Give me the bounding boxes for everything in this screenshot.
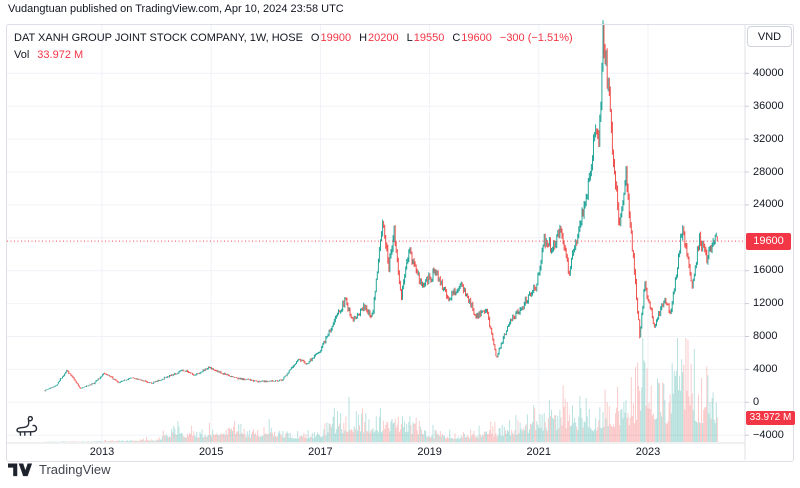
volume-value: 33.972 M — [37, 49, 84, 61]
tradingview-logo-icon — [8, 463, 33, 476]
close-pair: C 19600 — [452, 32, 492, 45]
open-pair: O 19900 — [311, 32, 351, 45]
change-value: −300 (−1.51%) — [499, 32, 573, 44]
currency-button[interactable]: VND — [747, 26, 792, 47]
low-value: 19550 — [413, 32, 445, 44]
price-axis[interactable]: 40000 36000 32000 28000 24000 16000 12000 8000 4… — [753, 0, 798, 488]
low-pair: L 19550 — [407, 32, 445, 45]
symbol-title: DAT XANH GROUP JOINT STOCK COMPANY, 1W, … — [14, 32, 303, 44]
price-tick-label: 12000 — [753, 297, 784, 310]
last-price-badge: 19600 — [746, 232, 791, 250]
high-value: 20200 — [368, 32, 399, 44]
volume-label: Vol — [14, 49, 30, 61]
price-tick-label: 40000 — [753, 66, 784, 79]
price-tick-label: 8000 — [753, 330, 778, 342]
price-tick-label: 28000 — [753, 165, 784, 178]
chart-legend: DAT XANH GROUP JOINT STOCK COMPANY, 1W, … — [14, 32, 573, 62]
legend-symbol-row: DAT XANH GROUP JOINT STOCK COMPANY, 1W, … — [14, 32, 573, 45]
close-label: C — [452, 32, 461, 44]
price-tick-label: 32000 — [753, 132, 784, 145]
high-pair: H 20200 — [359, 32, 399, 45]
legend-volume-row: Vol 33.972 M — [14, 49, 573, 62]
close-value: 19600 — [461, 32, 492, 44]
price-tick-label: 0 — [753, 395, 760, 408]
price-tick-label: −4000 — [753, 428, 784, 441]
attribution-text: Vudangtuan published on TradingView.com,… — [8, 3, 344, 15]
open-label: O — [310, 32, 320, 44]
tradingview-attribution[interactable]: TradingView — [8, 462, 111, 477]
tradingview-brand-text: TradingView — [39, 462, 111, 477]
high-label: H — [359, 32, 368, 44]
open-value: 19900 — [320, 32, 352, 44]
dino-watermark-icon — [16, 415, 38, 436]
price-tick-label: 36000 — [753, 99, 784, 112]
price-tick-label: 4000 — [753, 362, 778, 375]
low-label: L — [406, 32, 413, 44]
price-tick-label: 24000 — [753, 198, 784, 211]
last-volume-badge: 33.972 M — [746, 410, 795, 425]
price-tick-label: 16000 — [753, 264, 784, 277]
